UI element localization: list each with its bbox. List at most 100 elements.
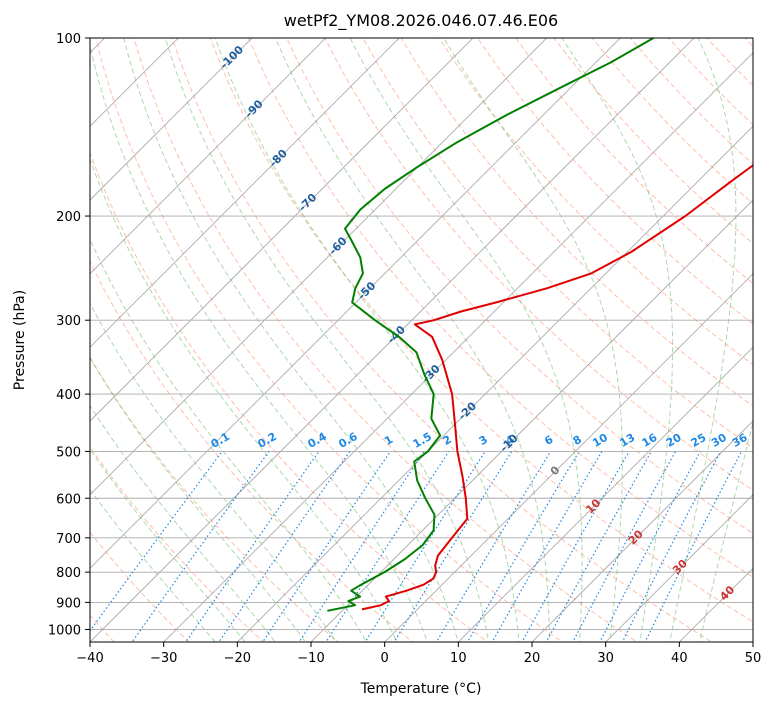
x-tick-label: 20 bbox=[524, 651, 541, 666]
dry-adiabat bbox=[362, 38, 753, 449]
mixing-ratio-label: 30 bbox=[709, 431, 729, 450]
moist-adiabat bbox=[699, 420, 753, 642]
isotherm-line bbox=[605, 494, 753, 642]
dry-adiabat bbox=[209, 38, 753, 623]
temperature-profile-line bbox=[361, 164, 753, 611]
dry-adiabat bbox=[90, 531, 190, 642]
mixing-ratio-line bbox=[572, 451, 677, 642]
isotherm-line bbox=[90, 38, 400, 348]
dry-adiabat bbox=[515, 38, 753, 285]
isotherm-label: -90 bbox=[242, 97, 265, 120]
mixing-ratio-line bbox=[90, 451, 223, 632]
isotherm-line bbox=[90, 38, 327, 275]
dry-adiabat bbox=[706, 38, 753, 87]
isotherm-line bbox=[90, 38, 474, 422]
isotherm-label: -20 bbox=[456, 399, 479, 422]
mixing-ratio-line bbox=[644, 451, 743, 642]
moist-adiabat bbox=[90, 356, 307, 642]
y-tick-label: 700 bbox=[56, 532, 81, 547]
isotherm-label: 20 bbox=[626, 527, 646, 547]
dry-adiabat bbox=[171, 38, 713, 642]
isotherm-line bbox=[90, 38, 695, 642]
chart-title: wetPf2_YM08.2026.046.07.46.E06 bbox=[284, 11, 558, 31]
dry-adiabat bbox=[324, 38, 753, 491]
isotherm-line bbox=[752, 641, 753, 642]
dry-adiabat bbox=[90, 445, 265, 642]
dry-adiabat bbox=[744, 38, 753, 47]
y-tick-label: 100 bbox=[56, 32, 81, 47]
mixing-ratio-line bbox=[325, 451, 450, 642]
moist-adiabat bbox=[90, 302, 337, 642]
mixing-ratio-label: 3 bbox=[477, 433, 490, 448]
x-tick-label: 10 bbox=[450, 651, 467, 666]
x-tick-label: −20 bbox=[224, 651, 251, 666]
dry-adiabat bbox=[477, 38, 753, 325]
moist-adiabat bbox=[561, 38, 674, 642]
x-axis-label: Temperature (°C) bbox=[360, 681, 482, 697]
isotherm-line bbox=[90, 38, 179, 127]
dry-adiabat bbox=[95, 38, 564, 642]
dry-adiabat bbox=[629, 38, 753, 165]
isotherm-label: 10 bbox=[583, 496, 603, 516]
dry-adiabat bbox=[90, 356, 339, 642]
chart-axes: −40 −30 −20 −10 0 10 20 30 40 5010020030040050060… bbox=[48, 32, 761, 666]
dry-adiabat bbox=[286, 38, 753, 535]
isotherm-label: -80 bbox=[267, 146, 290, 169]
moist-adiabat bbox=[90, 488, 216, 642]
mixing-ratio-label: 1 bbox=[382, 433, 395, 448]
mixing-ratio-label: 2 bbox=[441, 433, 454, 448]
isotherm-line bbox=[531, 420, 753, 642]
mixing-ratio-line bbox=[491, 451, 603, 642]
moist-adiabat bbox=[90, 448, 246, 642]
x-tick-label: 40 bbox=[671, 651, 688, 666]
y-tick-label: 400 bbox=[56, 388, 81, 403]
moist-adiabat bbox=[214, 38, 520, 642]
isotherm-line bbox=[457, 346, 753, 642]
x-tick-label: −30 bbox=[150, 651, 177, 666]
y-axis-label: Pressure (hPa) bbox=[12, 290, 28, 390]
isotherm-label: 0 bbox=[548, 463, 563, 478]
mixing-ratio-line bbox=[599, 451, 701, 642]
isotherm-label: 40 bbox=[717, 583, 737, 603]
mixing-ratio-line bbox=[545, 451, 652, 642]
dry-adiabat bbox=[591, 38, 753, 205]
mixing-ratio-line bbox=[364, 451, 486, 642]
isotherm-line bbox=[163, 52, 753, 642]
isotherm-line bbox=[0, 11, 58, 654]
isotherm-line bbox=[236, 125, 753, 642]
isotherm-label: -70 bbox=[296, 191, 319, 214]
isotherm-line bbox=[90, 38, 548, 496]
x-tick-label: 0 bbox=[381, 651, 389, 666]
y-tick-label: 1000 bbox=[48, 623, 81, 638]
y-tick-label: 600 bbox=[56, 492, 81, 507]
isotherm-label: 30 bbox=[670, 557, 690, 577]
mixing-ratio-line bbox=[435, 451, 552, 642]
y-tick-label: 800 bbox=[56, 566, 81, 581]
moist-adiabat bbox=[669, 38, 737, 642]
x-tick-label: −40 bbox=[76, 651, 103, 666]
mixing-ratio-line bbox=[466, 451, 580, 642]
chart-grid: 0.1 0.2 0.4 0.6 1 1.5 2 3 4 6 8 10 13 16 20 25 30 36-100-… bbox=[0, 11, 775, 654]
x-tick-label: 30 bbox=[597, 651, 614, 666]
mixing-ratio-line bbox=[521, 451, 630, 642]
moist-adiabat bbox=[90, 158, 398, 642]
dry-adiabat bbox=[757, 11, 775, 654]
isotherm-line bbox=[90, 38, 621, 569]
moist-adiabat bbox=[90, 237, 367, 642]
dewpoint-profile-line bbox=[327, 38, 654, 612]
mixing-ratio-label: 16 bbox=[640, 431, 660, 450]
x-tick-label: −10 bbox=[297, 651, 324, 666]
mixing-ratio-line bbox=[131, 451, 270, 642]
plot-frame bbox=[89, 37, 754, 643]
mixing-ratio-line bbox=[218, 451, 351, 642]
mixing-ratio-label: 0.2 bbox=[256, 430, 279, 451]
y-tick-label: 200 bbox=[56, 210, 81, 225]
moist-adiabat bbox=[164, 38, 490, 642]
y-tick-label: 300 bbox=[56, 314, 81, 329]
chart-series bbox=[327, 38, 753, 612]
mixing-ratio-label: 0.1 bbox=[209, 430, 232, 451]
mixing-ratio-label: 6 bbox=[542, 433, 555, 448]
mixing-ratio-line bbox=[393, 451, 513, 642]
mixing-ratio-label: 8 bbox=[571, 433, 584, 448]
